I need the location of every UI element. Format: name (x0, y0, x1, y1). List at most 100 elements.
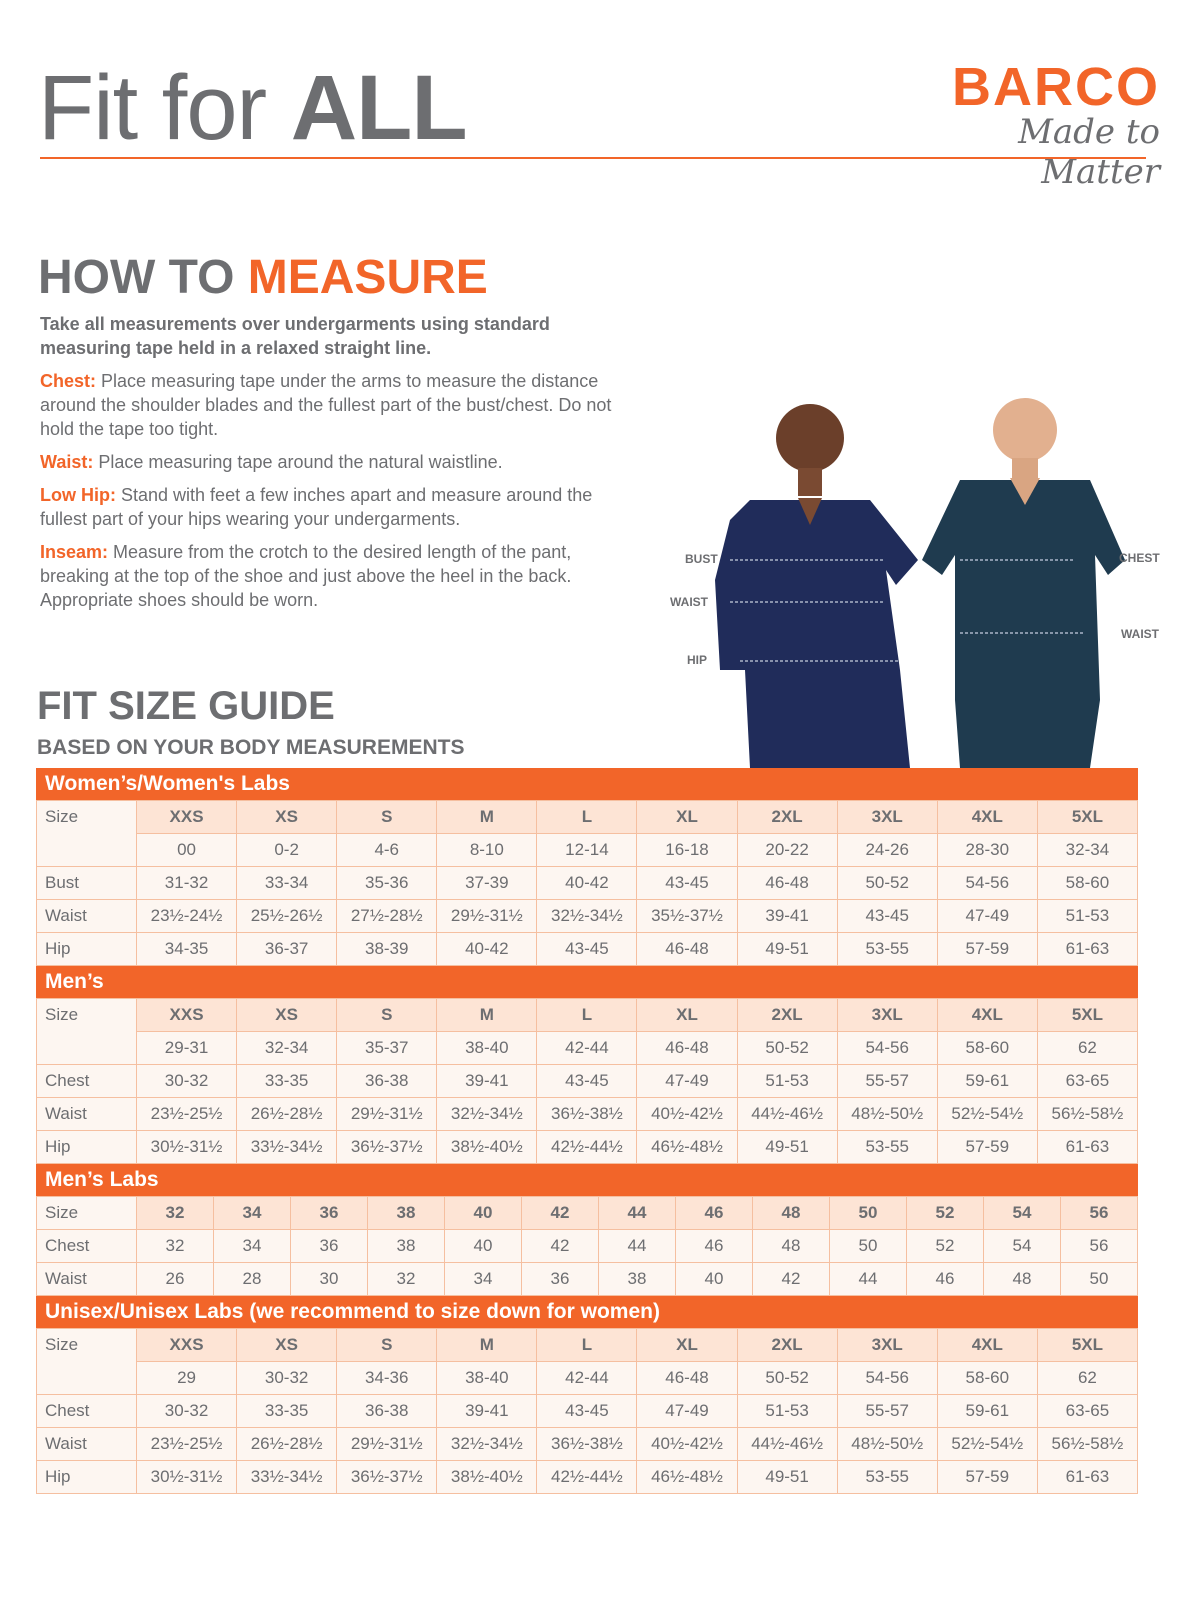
numeric-size-cell: 4-6 (336, 833, 438, 867)
measurement-cell: 40½-42½ (636, 1097, 738, 1131)
size-cell: 4XL (936, 800, 1038, 834)
size-cell: XL (636, 1328, 738, 1362)
numeric-size-cell: 30-32 (236, 1361, 338, 1395)
logo-brand: BARCO (952, 57, 1160, 117)
size-cell: 46 (675, 1196, 753, 1230)
measurement-cell: 51-53 (736, 1394, 838, 1428)
row-label: Size (36, 800, 137, 867)
measurement-cell: 61-63 (1036, 932, 1139, 966)
row-label: Chest (36, 1064, 137, 1098)
measurement-cell: 23½-24½ (135, 899, 238, 933)
table-row: Waist 23½-24½ 25½-26½ 27½-28½ 29½-31½ 32½-34½… (36, 899, 1139, 933)
size-cell: XXS (135, 1328, 238, 1362)
numeric-size-cell: 42-44 (536, 1031, 638, 1065)
measurement-cell: 39-41 (736, 899, 838, 933)
measurement-cell: 61-63 (1036, 1460, 1139, 1494)
size-cell: 2XL (736, 998, 838, 1032)
size-cell: 44 (598, 1196, 676, 1230)
hip-label: HIP (687, 653, 707, 667)
man-model-image (922, 398, 1125, 768)
size-cell: 3XL (836, 998, 938, 1032)
table-row: Chest 32 34 36 38 40 42 44 46 48 50 52 54 56 (36, 1229, 1138, 1263)
measurement-cell: 43-45 (536, 1394, 638, 1428)
numeric-size-cell: 0-2 (236, 833, 338, 867)
measurement-cell: 46-48 (736, 866, 838, 900)
numeric-size-cell: 16-18 (636, 833, 738, 867)
size-cell: M (436, 800, 538, 834)
measurement-cell: 27½-28½ (336, 899, 438, 933)
chest-label: CHEST (1119, 551, 1160, 565)
table-row: Waist 26 28 30 32 34 36 38 40 42 44 46 48 50 (36, 1262, 1138, 1296)
size-cell: 48 (752, 1196, 830, 1230)
size-table: Size XXS XS S M L XL 2XL 3XL 4XL 5XL 00 0-2 4-6 8-10 12… (36, 800, 1139, 966)
numeric-size-row: 29-31 32-34 35-37 38-40 42-44 46-48 50-52 54-56… (37, 1031, 1139, 1065)
measurement-cell: 36½-38½ (536, 1427, 638, 1461)
size-table-title: Unisex/Unisex Labs (we recommend to size… (36, 1296, 1138, 1328)
measurement-cell: 52½-54½ (936, 1097, 1038, 1131)
measurement-cell: 36-37 (236, 932, 338, 966)
size-cell: 52 (906, 1196, 984, 1230)
size-cell: 50 (829, 1196, 907, 1230)
size-row: Size XXS XS S M L XL 2XL 3XL 4XL 5XL (36, 1328, 1139, 1395)
table-row: Waist 23½-25½ 26½-28½ 29½-31½ 32½-34½ 36½-38½… (36, 1427, 1139, 1461)
size-cell: XXS (135, 800, 238, 834)
measurement-cell: 43-45 (836, 899, 938, 933)
size-cell: 5XL (1036, 800, 1139, 834)
measurement-cell: 49-51 (736, 932, 838, 966)
measurement-cell: 36½-37½ (336, 1460, 438, 1494)
measurement-cell: 32 (136, 1229, 214, 1263)
measurement-cell: 44 (598, 1229, 676, 1263)
size-cell: S (336, 998, 438, 1032)
measurement-cell: 33½-34½ (236, 1460, 338, 1494)
measurement-cell: 50 (829, 1229, 907, 1263)
measurement-cell: 26 (136, 1262, 214, 1296)
measurement-cell: 40-42 (536, 866, 638, 900)
measurement-cell: 46½-48½ (636, 1130, 738, 1164)
size-table: Size XXS XS S M L XL 2XL 3XL 4XL 5XL 29-31 32-34 35-3… (36, 998, 1139, 1164)
measurement-cell: 35½-37½ (636, 899, 738, 933)
numeric-size-row: 00 0-2 4-6 8-10 12-14 16-18 20-22 24-26 28-30 32-… (37, 833, 1139, 867)
measurement-cell: 43-45 (636, 866, 738, 900)
measurement-cell: 36½-37½ (336, 1130, 438, 1164)
measurement-cell: 34 (213, 1229, 291, 1263)
measurement-cell: 46 (675, 1229, 753, 1263)
numeric-size-cell: 29 (135, 1361, 238, 1395)
measurement-cell: 32 (367, 1262, 445, 1296)
numeric-size-cell: 50-52 (736, 1361, 838, 1395)
measurement-cell: 42 (752, 1262, 830, 1296)
measurement-cell: 42 (521, 1229, 599, 1263)
numeric-size-cell: 29-31 (135, 1031, 238, 1065)
size-table-title: Men’s (36, 966, 1138, 998)
size-row: Size 32 34 36 38 40 42 44 46 48 50 52 54 56 (36, 1196, 1138, 1230)
measurement-cell: 28 (213, 1262, 291, 1296)
numeric-size-cell: 58-60 (936, 1031, 1038, 1065)
measurement-cell: 31-32 (135, 866, 238, 900)
size-cell: 42 (521, 1196, 599, 1230)
size-row: Size XXS XS S M L XL 2XL 3XL 4XL 5XL (36, 998, 1139, 1065)
row-label: Hip (36, 1130, 137, 1164)
fit-size-guide-subtitle: BASED ON YOUR BODY MEASUREMENTS (37, 736, 465, 759)
measurement-cell: 32½-34½ (536, 899, 638, 933)
waist-label-men: WAIST (1121, 627, 1160, 641)
measurement-cell: 53-55 (836, 1460, 938, 1494)
table-row: Hip 30½-31½ 33½-34½ 36½-37½ 38½-40½ 42½-44½ 46… (36, 1130, 1139, 1164)
numeric-size-row: 29 30-32 34-36 38-40 42-44 46-48 50-52 54-56 58-… (37, 1361, 1139, 1395)
measurement-cell: 46½-48½ (636, 1460, 738, 1494)
measurement-cell: 30½-31½ (135, 1130, 238, 1164)
measurement-cell: 49-51 (736, 1460, 838, 1494)
size-cell: M (436, 1328, 538, 1362)
measurement-cell: 63-65 (1036, 1064, 1139, 1098)
how-to-measure-heading: HOW TO MEASURE (38, 251, 488, 304)
measurement-cell: 36-38 (336, 1394, 438, 1428)
measurement-cell: 54-56 (936, 866, 1038, 900)
measurement-cell: 23½-25½ (135, 1427, 238, 1461)
row-label: Waist (36, 1427, 137, 1461)
size-cell: 3XL (836, 800, 938, 834)
measurement-cell: 56½-58½ (1036, 1427, 1139, 1461)
numeric-size-cell: 34-36 (336, 1361, 438, 1395)
measurement-cell: 42½-44½ (536, 1130, 638, 1164)
size-cell: 38 (367, 1196, 445, 1230)
numeric-size-cell: 62 (1036, 1031, 1139, 1065)
row-label: Hip (36, 932, 137, 966)
measurement-cell: 29½-31½ (436, 899, 538, 933)
